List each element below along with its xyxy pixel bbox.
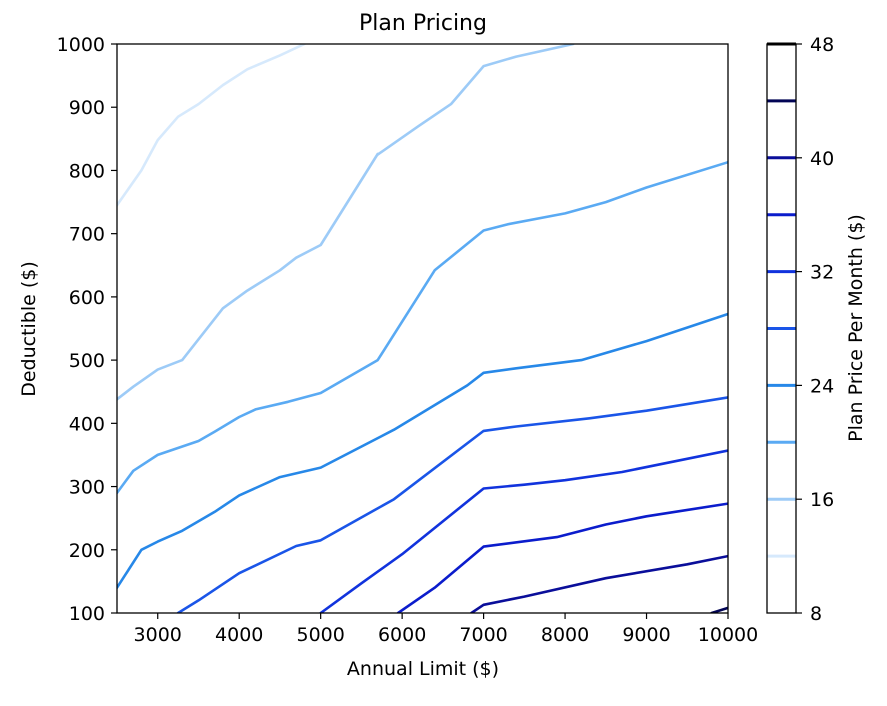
contour-line-12	[117, 44, 306, 207]
plot-frame	[116, 43, 729, 614]
contour-lines	[117, 44, 728, 613]
y-tick-label: 200	[69, 540, 105, 562]
colorbar-tick-label: 32	[810, 262, 834, 284]
contour-line-44	[710, 606, 728, 613]
x-tick-label: 7000	[459, 624, 507, 646]
x-tick-label: 5000	[296, 624, 344, 646]
y-tick-label: 600	[69, 287, 105, 309]
x-tick-label: 6000	[378, 624, 426, 646]
y-tick-label: 900	[69, 97, 105, 119]
colorbar-tick-label: 8	[810, 603, 822, 625]
contour-line-16	[376, 44, 575, 156]
colorbar-tick-label: 40	[810, 148, 834, 170]
y-tick-label: 700	[69, 224, 105, 246]
colorbar-tick-label: 24	[810, 375, 834, 397]
contour-line-36	[396, 502, 728, 613]
x-tick-label: 9000	[622, 624, 670, 646]
y-tick-label: 800	[69, 160, 105, 182]
colorbar-tick-label: 16	[810, 489, 834, 511]
x-tick-label: 10000	[698, 624, 758, 646]
contour-line-32	[319, 449, 728, 613]
plot-border	[116, 43, 729, 614]
x-tick-label: 8000	[541, 624, 589, 646]
contour-line-40	[470, 554, 728, 613]
y-axis-label: Deductible ($)	[18, 261, 40, 397]
chart-title: Plan Pricing	[359, 11, 487, 36]
x-axis-label: Annual Limit ($)	[347, 658, 499, 680]
y-axis-ticks: 100 200 300 400 500 600 700 800 900 1000	[57, 34, 117, 625]
contour-line-24	[117, 312, 728, 590]
y-tick-label: 100	[69, 603, 105, 625]
colorbar-border	[766, 43, 797, 614]
colorbar: 8 16 24 32 40 48	[766, 34, 834, 625]
y-tick-label: 400	[69, 413, 105, 435]
x-axis-ticks: 3000 4000 5000 6000 7000 8000 9000 10000	[134, 613, 758, 646]
contour-line-20	[117, 160, 728, 495]
colorbar-label: Plan Price Per Month ($)	[845, 214, 867, 442]
colorbar-tick-label: 48	[810, 34, 834, 56]
x-tick-label: 4000	[215, 624, 263, 646]
y-tick-label: 300	[69, 477, 105, 499]
y-tick-label: 1000	[57, 34, 105, 56]
contour-line-28	[176, 396, 728, 613]
x-tick-label: 3000	[134, 624, 182, 646]
y-tick-label: 500	[69, 350, 105, 372]
contour-line-16	[117, 152, 380, 401]
